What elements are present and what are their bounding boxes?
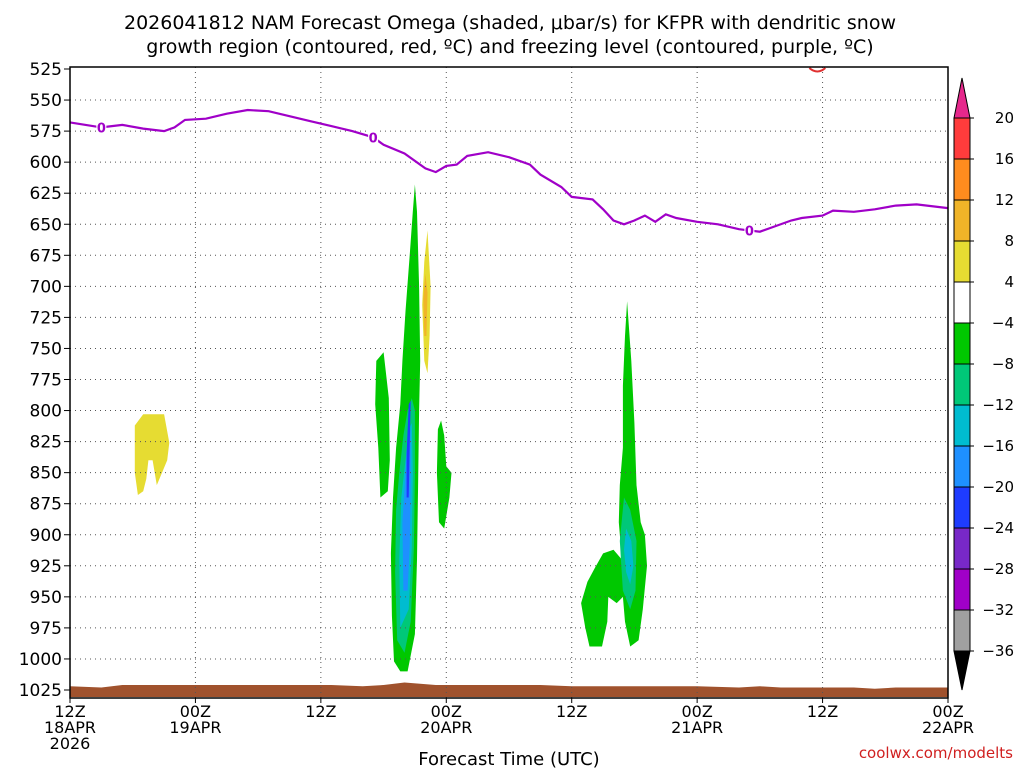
omega-region-5 [375,352,390,498]
x-tick-label: 20APR [420,718,472,737]
x-tick-label: 00Z [681,702,712,721]
x-tick-label: 00Z [932,702,963,721]
freezing-level-label: 0 [369,131,378,146]
y-tick-label: 600 [30,153,62,173]
omega-region-4 [406,400,411,498]
colorbar-tick-label: −28 [982,560,1014,578]
pressure-axis: 525 550 575 600 625 650 675 700 725 750 775 800 825 8… [19,60,70,701]
x-tick-label: 22APR [922,718,974,737]
y-tick-label: 900 [30,526,62,546]
y-tick-label: 550 [30,91,62,111]
x-tick-label: 2026 [50,734,91,753]
colorbar-tick-label: −4 [992,314,1014,332]
x-tick-label: 12Z [54,702,85,721]
colorbar-bin [953,568,971,611]
omega-region-12 [134,414,170,495]
colorbar-top-arrow [953,77,971,119]
x-tick-label: 12Z [305,702,336,721]
colorbar-bin [953,486,971,529]
y-tick-label: 700 [30,277,62,297]
colorbar-tick-label: −12 [982,396,1014,414]
omega-region-9 [581,301,647,647]
colorbar-tick-label: −32 [982,601,1014,619]
y-tick-label: 750 [30,339,62,359]
y-tick-label: 1025 [19,681,62,701]
y-tick-label: 925 [30,557,62,577]
plot-frame [69,66,949,699]
colorbar-bin [953,527,971,570]
y-tick-label: 575 [30,122,62,142]
x-tick-label: 19APR [169,718,221,737]
colorbar-bin [953,240,971,283]
terrain-layer [70,682,948,697]
freezing-level-line [69,108,949,233]
x-tick-label: 00Z [180,702,211,721]
colorbar-tick-label: 20 [995,109,1014,127]
y-tick-label: 675 [30,246,62,266]
omega-region-8 [423,273,428,336]
y-tick-label: 825 [30,433,62,453]
colorbar-bin [953,609,971,652]
colorbar-bottom-arrow [953,650,971,691]
contour-layer: 0 0 0 [69,67,949,239]
y-tick-label: 950 [30,588,62,608]
colorbar-tick-label: 16 [995,150,1014,168]
freezing-level-label: 0 [97,121,106,136]
omega-region-6 [436,420,452,529]
x-tick-label: 18APR [44,718,96,737]
colorbar-tick-label: −16 [982,437,1014,455]
grid-layer [70,67,948,698]
colorbar-bin [953,158,971,201]
colorbar-tick-label: 4 [1004,273,1014,291]
y-tick-label: 775 [30,371,62,391]
colorbar-bin [953,199,971,242]
colorbar-bin [953,363,971,406]
colorbar-bin [953,117,971,160]
colorbar-tick-label: −36 [982,642,1014,660]
x-tick-label: 00Z [431,702,462,721]
colorbar-bin [953,445,971,488]
freezing-level-label-bg [744,222,755,237]
colorbar-tick-label: −8 [992,355,1014,373]
colorbar-bin [953,404,971,447]
y-tick-label: 650 [30,215,62,235]
x-axis-label: Forecast Time (UTC) [418,749,599,768]
x-tick-label: 21APR [671,718,723,737]
freezing-level-label-bg [368,129,379,144]
credit-text: coolwx.com/modelts [859,744,1013,762]
colorbar-tick-label: 8 [1004,232,1014,250]
y-tick-label: 525 [30,60,62,80]
x-tick-label: 12Z [807,702,838,721]
chart-title-line-2: growth region (contoured, red, ºC) and f… [146,36,873,58]
y-tick-label: 975 [30,619,62,639]
dgz-contour [808,67,827,73]
y-tick-label: 850 [30,464,62,484]
y-tick-label: 725 [30,308,62,328]
colorbar-bin [953,281,971,324]
colorbar-tick-label: −20 [982,478,1014,496]
colorbar-tick-label: 12 [995,191,1014,209]
omega-colorbar: 20 16 12 8 4 −4 −8 −12 −16 −20 −24 −28 −32 −36 [953,77,1014,691]
colorbar-tick-label: −24 [982,519,1014,537]
colorbar-bin [953,322,971,365]
x-tick-label: 12Z [556,702,587,721]
y-tick-label: 625 [30,184,62,204]
omega-shading-layer [134,184,647,672]
terrain-fill [70,682,948,697]
y-tick-label: 800 [30,402,62,422]
freezing-level-label-bg [96,119,107,134]
y-tick-label: 875 [30,495,62,515]
freezing-level-label: 0 [745,224,754,239]
y-tick-label: 1000 [19,650,62,670]
chart-title-line-1: 2026041812 NAM Forecast Omega (shaded, μ… [124,12,896,34]
omega-region-11 [624,528,634,585]
